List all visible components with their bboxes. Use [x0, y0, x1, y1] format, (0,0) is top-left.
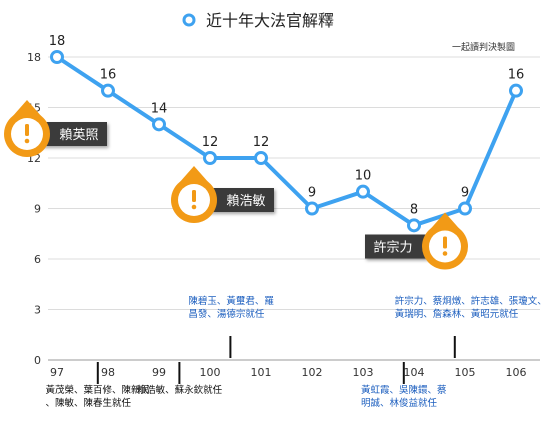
exclamation-icon [443, 236, 447, 249]
x-axis-ticks: 97 98 99 100 101 102 103 104 105 106 [50, 366, 527, 379]
x-tick-label: 105 [455, 366, 476, 379]
exclamation-dot [24, 138, 30, 144]
data-labels: 18 16 14 12 12 9 10 8 9 16 [49, 34, 525, 217]
data-point [101, 83, 115, 98]
callout-賴浩敏: 賴浩敏 [171, 166, 274, 223]
x-tick-label: 101 [251, 366, 272, 379]
callout-label: 許宗力 [373, 240, 412, 256]
callout-box [39, 122, 107, 146]
data-label: 12 [253, 135, 270, 150]
callout-許宗力: 許宗力 [365, 212, 468, 270]
annotation-line: 黃茂榮、葉百修、陳新民 [46, 384, 151, 396]
x-tick-label: 97 [50, 366, 64, 379]
appointment-annotation: 陳碧玉、黃璽君、羅昌發、湯德宗就任 [188, 295, 274, 358]
data-label: 12 [202, 135, 219, 150]
data-point [305, 201, 319, 216]
data-label: 8 [410, 202, 418, 217]
annotation-line: 、陳敏、陳春生就任 [46, 397, 132, 409]
chart-title-text: 近十年大法官解釋 [206, 11, 334, 30]
data-point [356, 184, 370, 199]
y-tick-label: 3 [34, 304, 41, 317]
x-tick-label: 103 [353, 366, 374, 379]
y-tick-label: 18 [27, 51, 41, 64]
callout-label: 賴浩敏 [226, 194, 265, 209]
appointment-annotation: 許宗力、蔡烱燉、許志雄、張瓊文、黃瑞明、詹森林、黃昭元就任 [395, 295, 547, 358]
appointment-annotation: 黃茂榮、葉百修、陳新民、陳敏、陳春生就任 [46, 362, 151, 409]
data-label: 14 [151, 101, 168, 116]
annotation-line: 賴浩敏、蘇永欽就任 [137, 384, 223, 396]
data-label: 9 [308, 186, 316, 201]
annotation-line: 昌發、湯德宗就任 [188, 308, 265, 320]
data-label: 10 [355, 169, 372, 184]
data-point [50, 50, 64, 64]
x-tick-label: 106 [506, 366, 527, 379]
data-point [509, 83, 523, 98]
x-tick-label: 104 [404, 366, 425, 379]
x-tick-label: 100 [200, 366, 221, 379]
data-label: 9 [461, 186, 469, 201]
y-tick-label: 6 [34, 253, 41, 266]
exclamation-icon [25, 124, 29, 136]
data-label: 18 [49, 34, 66, 49]
series-polyline [55, 55, 518, 228]
y-tick-label: 0 [34, 354, 41, 367]
annotation-line: 許宗力、蔡烱燉、許志雄、張瓊文、 [395, 295, 547, 307]
callout-label: 賴英照 [59, 128, 98, 143]
annotation-line: 明誠、林俊益就任 [361, 397, 438, 409]
x-tick-label: 99 [152, 366, 166, 379]
y-tick-label: 9 [34, 203, 41, 216]
title-marker-icon [182, 13, 196, 27]
exclamation-dot [191, 204, 197, 210]
annotation-line: 黃瑞明、詹森林、黃昭元就任 [395, 308, 519, 320]
series-line [50, 50, 523, 233]
x-tick-label: 98 [101, 366, 115, 379]
x-tick-label: 102 [302, 366, 323, 379]
appointment-annotation: 黃虹霞、吳陳鐶、蔡明誠、林俊益就任 [361, 362, 447, 409]
exclamation-dot [442, 251, 448, 256]
data-point [254, 151, 268, 165]
data-point [203, 151, 217, 165]
data-label: 16 [100, 68, 117, 83]
callout-box [365, 234, 433, 259]
appointment-annotation: 賴浩敏、蘇永欽就任 [137, 362, 223, 396]
chart-credit: 一起讀判決製圖 [452, 41, 515, 53]
data-label: 16 [508, 68, 525, 83]
callout-box [206, 188, 274, 212]
data-point [458, 201, 472, 216]
chart-title: 近十年大法官解釋 [182, 11, 334, 30]
exclamation-icon [192, 190, 196, 202]
annotation-line: 黃虹霞、吳陳鐶、蔡 [361, 384, 447, 396]
y-axis-ticks: 0369121518 [27, 51, 41, 367]
data-point [407, 218, 421, 233]
callout-賴英照: 賴英照 [4, 100, 107, 157]
annotation-line: 陳碧玉、黃璽君、羅 [188, 295, 274, 307]
data-point [152, 117, 166, 132]
